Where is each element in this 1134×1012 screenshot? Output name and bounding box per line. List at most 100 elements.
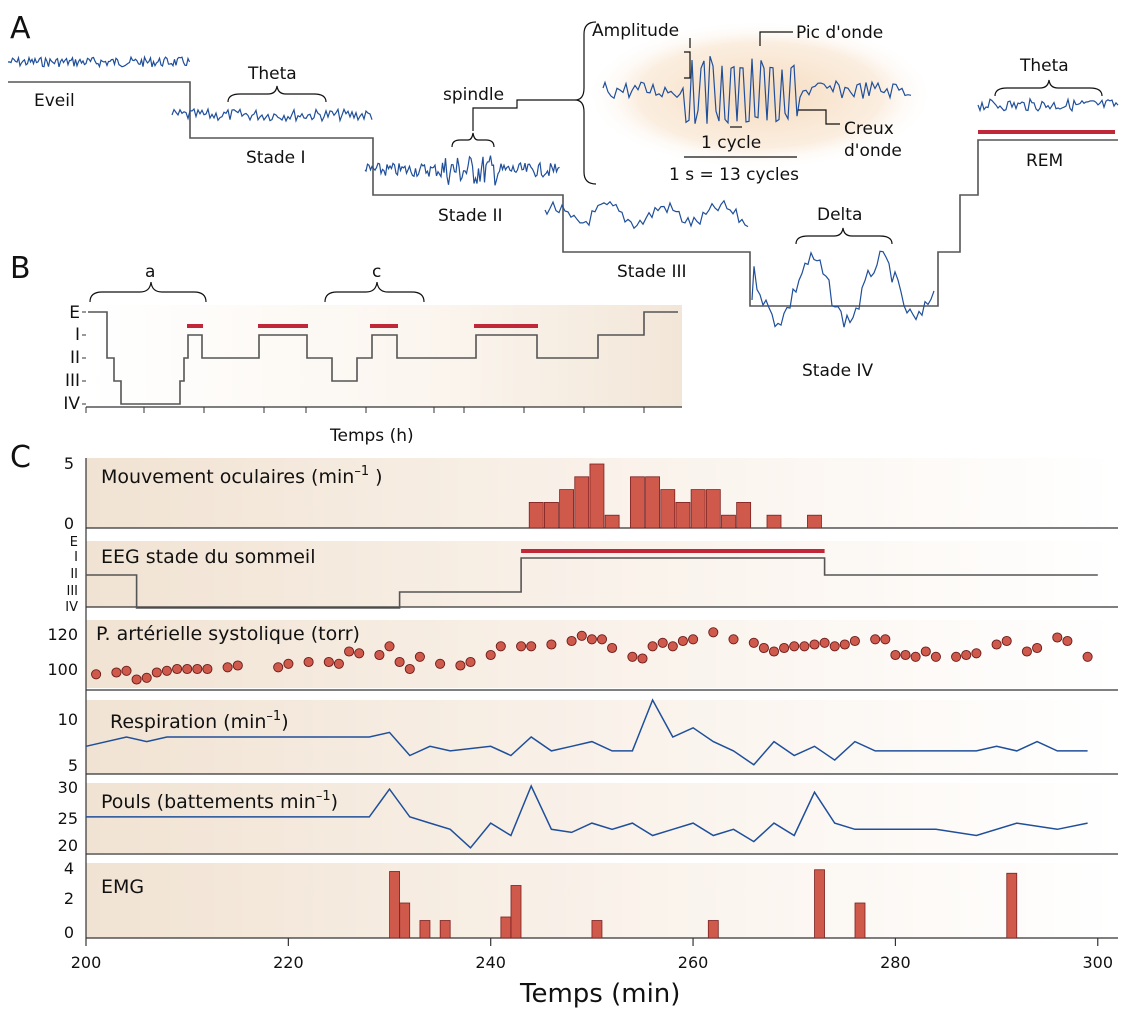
eye-bar	[589, 463, 605, 529]
brace-spindle-inset	[574, 21, 597, 185]
bp-point	[394, 656, 405, 668]
annot-spindle: spindle	[443, 85, 504, 105]
bp-point	[677, 635, 688, 647]
bp-point	[799, 641, 810, 652]
bp-point	[232, 660, 243, 671]
emg-bar	[814, 869, 825, 939]
annot-creux-1: Creux	[844, 119, 894, 139]
bp-point	[141, 672, 152, 683]
emg-bars	[389, 869, 1018, 939]
emg-bar	[439, 920, 451, 939]
ytick-emg-4: 4	[64, 859, 74, 878]
leader-spindle	[472, 99, 575, 131]
x-axis-title: Temps (min)	[519, 979, 680, 1009]
eye-bar	[807, 514, 822, 529]
bp-point	[607, 642, 618, 654]
bp-point	[1001, 635, 1012, 647]
emg-bar	[510, 885, 522, 939]
x-tick-label-280: 280	[880, 953, 911, 972]
ytick-bp-100: 100	[47, 660, 78, 679]
bp-point	[870, 634, 881, 645]
pulse-series	[86, 784, 1088, 849]
ytick-emg-0: 0	[64, 923, 74, 942]
bp-point	[748, 637, 759, 648]
amplitude-marker	[684, 51, 691, 79]
label-stade3: Stade III	[617, 262, 687, 282]
x-tick-label-300: 300	[1082, 953, 1113, 972]
eye-bar	[574, 476, 590, 529]
annot-delta: Delta	[817, 205, 862, 225]
label-eveil: Eveil	[34, 91, 75, 111]
bp-point	[819, 637, 830, 648]
bp-point	[566, 635, 577, 647]
x-axis-ticks: 200 220 240 260 280 300	[71, 938, 1113, 972]
panel-b-ytick-e: E	[69, 303, 80, 323]
ytick-eeg-iv: IV	[65, 600, 78, 615]
x-tick-label-260: 260	[678, 953, 709, 972]
bp-point	[151, 667, 162, 678]
spindle-inset-glow	[585, 20, 935, 170]
title-eeg-stage: EEG stade du sommeil	[101, 546, 315, 568]
eeg-stage-chart	[86, 549, 1098, 609]
bp-point	[789, 641, 800, 652]
eye-movement-bars	[528, 463, 822, 529]
eeg-trace-stade3	[544, 199, 749, 230]
bp-point	[131, 674, 142, 685]
bp-point	[930, 651, 941, 662]
bp-point	[485, 649, 496, 661]
emg-bar	[399, 902, 411, 939]
panel-c: C Mouvement oculaires (min–1 ) EEG stade…	[10, 440, 1118, 1009]
eye-bar	[559, 489, 574, 529]
bp-point	[354, 648, 365, 659]
title-eye-movements: Mouvement oculaires (min–1 )	[101, 464, 383, 488]
panel-b-ytick-i: I	[75, 325, 80, 345]
emg-bar	[591, 920, 603, 939]
bp-point	[435, 658, 446, 669]
brace-spindle	[451, 132, 495, 148]
brace-delta	[795, 227, 893, 245]
bp-point	[688, 634, 699, 645]
bp-point	[839, 639, 850, 650]
label-stade1: Stade I	[246, 148, 306, 168]
eye-bar	[705, 489, 721, 529]
bp-point	[849, 635, 860, 647]
bp-point	[404, 663, 415, 675]
panel-b-x-ticks	[85, 407, 645, 413]
eeg-trace-stade4	[751, 250, 935, 328]
eye-bar	[660, 489, 676, 529]
annot-theta-2: Theta	[1019, 56, 1069, 76]
bp-point	[344, 646, 355, 657]
title-emg: EMG	[101, 876, 144, 898]
emg-bar	[500, 916, 512, 939]
panel-b-background	[86, 305, 682, 407]
bp-point	[809, 639, 820, 650]
bp-point	[192, 663, 203, 675]
eeg-trace-spindle-inset	[602, 56, 912, 125]
ytick-resp-10: 10	[58, 710, 78, 729]
bp-point	[384, 641, 395, 652]
bp-point	[333, 658, 344, 669]
annot-theta-1: Theta	[247, 64, 297, 84]
bp-point	[465, 656, 476, 668]
bp-point	[273, 662, 284, 673]
ytick-eeg-e: E	[70, 535, 78, 550]
emg-bar	[854, 902, 866, 939]
bp-point	[455, 660, 466, 671]
bp-point	[900, 649, 911, 661]
bp-point	[991, 639, 1002, 650]
eye-bar	[604, 514, 620, 529]
annot-creux-2: d'onde	[844, 141, 902, 161]
bp-point	[111, 667, 122, 678]
label-rem: REM	[1026, 151, 1063, 171]
label-stade2: Stade II	[438, 206, 503, 226]
emg-bar	[707, 920, 719, 939]
ytick-emg-2: 2	[64, 889, 74, 908]
bp-point	[971, 648, 982, 659]
blood-pressure-points	[91, 627, 1093, 685]
panel-b: B E I II III IV a c Temps (h)	[10, 251, 682, 446]
panel-b-ytick-iii: III	[65, 371, 80, 391]
bp-point	[495, 641, 506, 652]
eeg-trace-stade2	[364, 155, 560, 186]
emg-bar	[419, 920, 431, 939]
eye-bar	[645, 476, 660, 529]
